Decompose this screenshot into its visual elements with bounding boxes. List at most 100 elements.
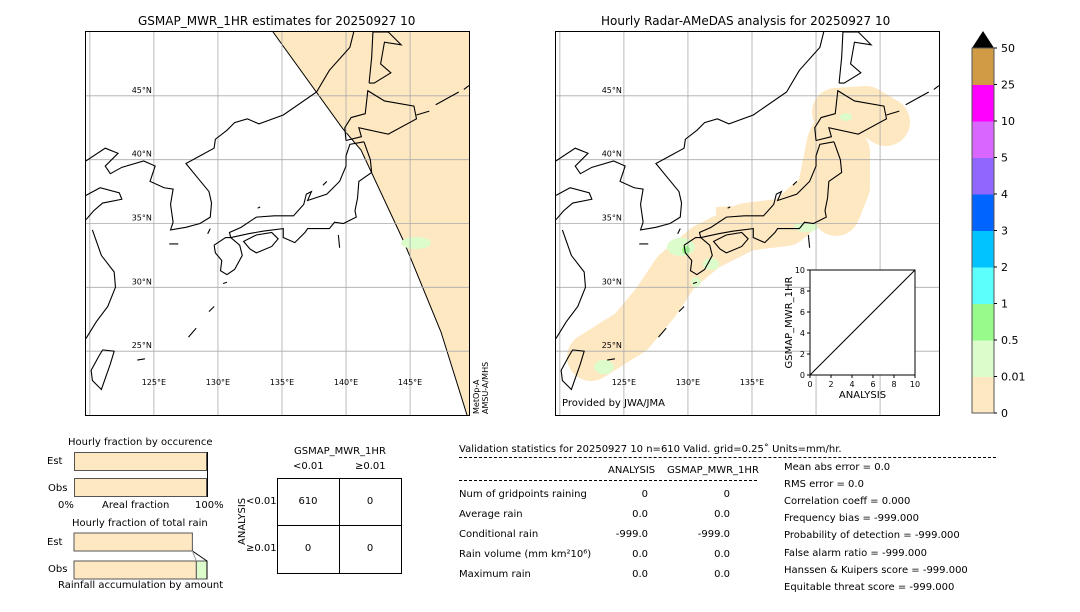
coastline-oki (257, 206, 261, 209)
score-line: Frequency bias = -999.000 (784, 513, 919, 525)
lat-label: 35°N (132, 214, 152, 223)
colorbar-segment (972, 121, 994, 158)
coastline-izu (337, 234, 341, 248)
left-map-title: GSMAP_MWR_1HR estimates for 20250927 10 (138, 14, 416, 28)
right-map-title: Hourly Radar-AMeDAS analysis for 2025092… (601, 14, 891, 28)
y-tick-label: 2 (800, 350, 805, 359)
stats-label: Num of gridpoints raining (459, 489, 587, 500)
coastline-sado (322, 180, 328, 186)
coastline-china_s (85, 229, 117, 339)
colorbar-label: 0.5 (1001, 334, 1019, 347)
x-tick-label: 0 (807, 380, 812, 389)
x-tick-label: 2 (828, 380, 833, 389)
occ-frame (74, 452, 208, 497)
coastline-amami (208, 306, 215, 312)
coastline-amami (678, 306, 685, 312)
colorbar-extend-triangle (972, 31, 994, 48)
coastline-honshu (698, 141, 843, 244)
rain-coverage-area (812, 86, 910, 146)
coastline-yaku (692, 281, 698, 285)
lon-label: 130°E (676, 378, 700, 387)
lat-label: 40°N (132, 150, 152, 159)
contingency-row-1: ≥0.01 (246, 543, 277, 554)
lon-label: 145°E (398, 378, 422, 387)
stats-col-rule (459, 480, 757, 481)
coastline-sakhalin (838, 31, 873, 84)
colorbar-segment (972, 376, 994, 414)
rain-fraction-bars (73, 532, 208, 580)
y-tick-label: 10 (795, 266, 805, 275)
table-divider-v (339, 478, 340, 574)
lat-label: 25°N (602, 341, 622, 350)
cell-00: 610 (298, 496, 318, 507)
coastline-shandong (85, 187, 123, 221)
occ-est-label: Est (47, 456, 63, 467)
colorbar-label: 2 (1001, 261, 1008, 274)
rain-obs-label: Obs (48, 564, 68, 575)
coastline-kuril3 (933, 85, 940, 90)
lon-label: 140°E (334, 378, 358, 387)
rain-coverage-area (716, 152, 831, 222)
connector-line (192, 550, 208, 562)
stats-header-rule (459, 457, 996, 458)
stats-col-analysis: ANALYSIS (608, 465, 656, 476)
coastline-kuril2 (435, 91, 460, 106)
coastline-shikoku (712, 231, 749, 254)
rain-est-label: Est (47, 537, 63, 548)
stats-gsmap: 0.0 (714, 549, 730, 560)
light-rain-patch (840, 113, 852, 121)
colorbar: 0 0.01 0.5 1 2 3 4 5 10 25 50 (971, 31, 1026, 420)
lon-label: 125°E (142, 378, 166, 387)
stats-analysis: -999.0 (615, 529, 648, 540)
stats-analysis: 0.0 (632, 549, 648, 560)
stats-gsmap: 0.0 (714, 569, 730, 580)
rain-xlabel: Rainfall accumulation by amount (58, 580, 224, 591)
coastline-hokkaido (814, 89, 888, 142)
y-tick-label: 0 (800, 371, 805, 380)
occ-xlabel: Areal fraction (102, 500, 170, 511)
score-line: False alarm ratio = -999.000 (784, 547, 927, 559)
light-rain-patch (594, 360, 614, 374)
contingency-title: GSMAP_MWR_1HR (294, 446, 386, 457)
score-line: Correlation coeff = 0.000 (784, 496, 911, 508)
cell-01: 0 (366, 496, 374, 507)
coastline-okinawa (188, 327, 197, 338)
colorbar-label: 0.01 (1001, 371, 1026, 384)
coastline-taiwan (90, 349, 115, 391)
satellite-swath (273, 32, 469, 415)
contingency-col-0: <0.01 (293, 461, 324, 472)
lat-label: 30°N (132, 277, 152, 286)
lat-label: 45°N (132, 86, 152, 95)
lon-label: 130°E (206, 378, 230, 387)
coastline-tsushima (677, 228, 681, 234)
right-map-canvas: 45°N 40°N 35°N 30°N 25°N 125°E 130°E 135°E (555, 31, 940, 415)
coastline-kuril3 (463, 85, 470, 90)
coastline-izu (807, 234, 811, 248)
occ-xtick-left: 0% (58, 500, 74, 511)
occ-xtick-right: 100% (195, 500, 224, 511)
coastline-honshu (228, 141, 373, 244)
coastline-hokkaido (344, 89, 418, 142)
y-axis-label: GSMAP_MWR_1HR (784, 277, 795, 369)
lon-label: 135°E (740, 378, 764, 387)
coastline-china_s (555, 229, 587, 339)
colorbar-segment (972, 157, 994, 195)
colorbar-segment (972, 48, 994, 85)
score-line: Hanssen & Kuipers score = -999.000 (784, 564, 968, 576)
light-rain-patch (794, 222, 818, 232)
coastline-yaeyama (137, 358, 146, 361)
rain-coverage-area (812, 128, 870, 236)
colorbar-segment (972, 267, 994, 304)
coastline-okinawa (658, 327, 667, 338)
sensor-label-2: AMSU-A/MHS (481, 361, 490, 414)
coastline-sakhalin (368, 31, 403, 84)
swath-edge (272, 31, 468, 416)
sensor-label: MetOp-A AMSU-A/MHS (472, 362, 490, 414)
colorbar-label: 25 (1001, 79, 1015, 92)
coastline-kuril1 (416, 110, 430, 116)
coastline-kyushu (213, 236, 243, 276)
colorbar-segment (972, 194, 994, 231)
coastline-kyushu (683, 236, 713, 276)
lon-label: 125°E (612, 378, 636, 387)
